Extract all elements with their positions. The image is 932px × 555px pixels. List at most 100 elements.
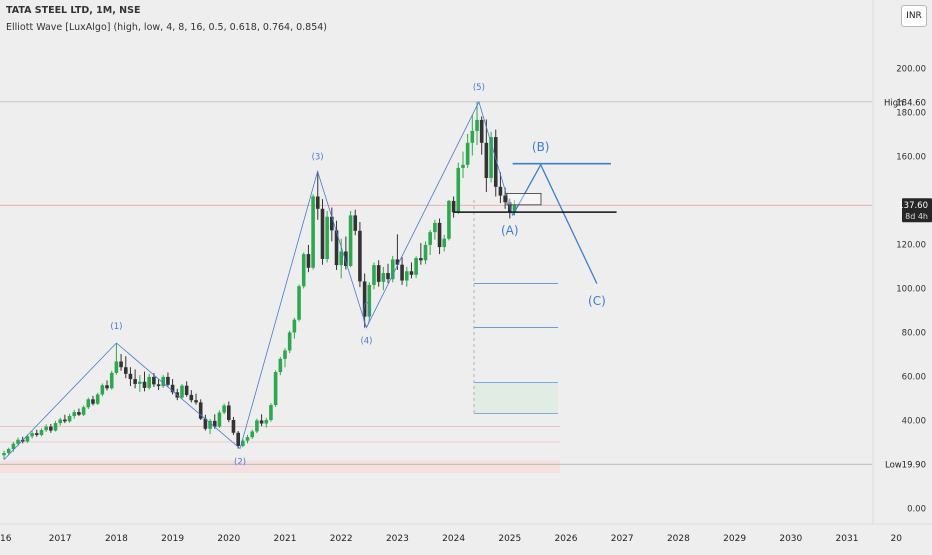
candle-body[interactable] [283, 350, 287, 359]
candle-body[interactable] [63, 419, 67, 422]
candle-body[interactable] [16, 439, 20, 444]
candle-body[interactable] [498, 186, 503, 196]
candle-body[interactable] [241, 440, 245, 446]
candle-body[interactable] [236, 432, 240, 446]
candle-body[interactable] [503, 195, 507, 203]
candle-body[interactable] [212, 420, 217, 427]
candle-body[interactable] [456, 167, 461, 213]
candle-body[interactable] [81, 407, 86, 415]
candle-body[interactable] [58, 419, 62, 424]
candle-body[interactable] [34, 433, 39, 435]
candle-body[interactable] [255, 420, 259, 432]
candle-body[interactable] [381, 273, 386, 282]
candle-body[interactable] [348, 215, 353, 266]
candle-body[interactable] [44, 426, 48, 431]
candle-body[interactable] [264, 420, 269, 424]
candle-body[interactable] [479, 119, 484, 143]
candle-body[interactable] [184, 385, 189, 395]
candle-body[interactable] [147, 376, 151, 388]
candle-body[interactable] [292, 319, 297, 333]
candle-body[interactable] [442, 238, 447, 248]
candle-body[interactable] [344, 251, 348, 266]
candle-body[interactable] [189, 394, 194, 401]
candle-body[interactable] [217, 412, 222, 427]
candle-body[interactable] [512, 205, 517, 213]
symbol-title[interactable]: TATA STEEL LTD, 1M, NSE [6, 5, 141, 16]
candle-body[interactable] [123, 367, 128, 374]
candle-body[interactable] [367, 284, 372, 317]
candle-body[interactable] [395, 259, 400, 265]
candle-body[interactable] [390, 259, 395, 280]
candle-body[interactable] [227, 405, 231, 420]
candle-body[interactable] [301, 254, 306, 287]
candle-body[interactable] [198, 402, 203, 419]
candle-body[interactable] [142, 381, 147, 388]
candle-body[interactable] [11, 443, 16, 450]
candle-body[interactable] [386, 273, 390, 280]
candle-body[interactable] [484, 142, 489, 178]
candle-body[interactable] [465, 142, 470, 165]
candle-body[interactable] [306, 254, 311, 268]
candle-body[interactable] [358, 230, 362, 282]
candle-body[interactable] [493, 137, 498, 187]
candle-body[interactable] [100, 385, 105, 395]
candle-body[interactable] [423, 244, 428, 261]
candle-body[interactable] [437, 222, 442, 248]
last-price-badge[interactable] [902, 198, 932, 223]
candle-body[interactable] [334, 230, 339, 266]
candle-body[interactable] [72, 412, 77, 417]
candle-body[interactable] [325, 216, 329, 259]
candle-body[interactable] [53, 423, 58, 431]
candle-body[interactable] [447, 200, 451, 239]
candle-body[interactable] [109, 372, 114, 389]
candle-body[interactable] [39, 430, 44, 435]
candle-body[interactable] [330, 216, 334, 231]
candle-body[interactable] [311, 196, 315, 268]
candle-body[interactable] [6, 449, 11, 453]
candle-body[interactable] [231, 420, 236, 433]
candle-body[interactable] [166, 376, 170, 385]
candle-body[interactable] [470, 130, 475, 143]
candle-body[interactable] [161, 376, 166, 387]
candle-body[interactable] [194, 400, 198, 403]
candle-body[interactable] [95, 394, 100, 404]
candle-body[interactable] [320, 208, 325, 259]
candle-body[interactable] [461, 164, 465, 168]
candle-body[interactable] [287, 332, 292, 351]
candle-body[interactable] [315, 196, 320, 209]
candle-body[interactable] [269, 405, 273, 420]
candle-body[interactable] [297, 286, 301, 320]
candle-body[interactable] [245, 437, 250, 441]
candle-body[interactable] [67, 416, 72, 422]
candle-body[interactable] [250, 431, 255, 438]
candle-body[interactable] [362, 281, 367, 317]
candle-body[interactable] [409, 271, 414, 275]
candle-body[interactable] [273, 372, 278, 406]
candle-body[interactable] [372, 265, 376, 285]
candle-body[interactable] [489, 137, 493, 178]
candle-body[interactable] [77, 412, 81, 415]
candle-body[interactable] [222, 405, 226, 413]
candle-body[interactable] [119, 361, 123, 368]
candle-body[interactable] [433, 222, 437, 233]
candle-body[interactable] [156, 384, 161, 387]
candle-body[interactable] [414, 258, 418, 275]
candle-body[interactable] [400, 264, 404, 281]
candle-body[interactable] [259, 420, 264, 424]
candle-body[interactable] [353, 215, 358, 231]
candle-body[interactable] [475, 119, 479, 131]
candle-body[interactable] [451, 200, 456, 213]
candle-body[interactable] [339, 251, 343, 266]
candle-body[interactable] [138, 381, 142, 384]
candle-body[interactable] [208, 420, 212, 429]
candle-body[interactable] [105, 385, 109, 389]
candle-body[interactable] [49, 426, 53, 431]
indicator-legend[interactable]: Elliott Wave [LuxAlgo] (high, low, 4, 8,… [6, 22, 328, 33]
candle-body[interactable] [91, 399, 95, 404]
candle-body[interactable] [2, 453, 6, 456]
candle-body[interactable] [203, 418, 208, 429]
candle-body[interactable] [152, 376, 156, 385]
candle-body[interactable] [114, 361, 119, 373]
candle-body[interactable] [278, 358, 283, 373]
